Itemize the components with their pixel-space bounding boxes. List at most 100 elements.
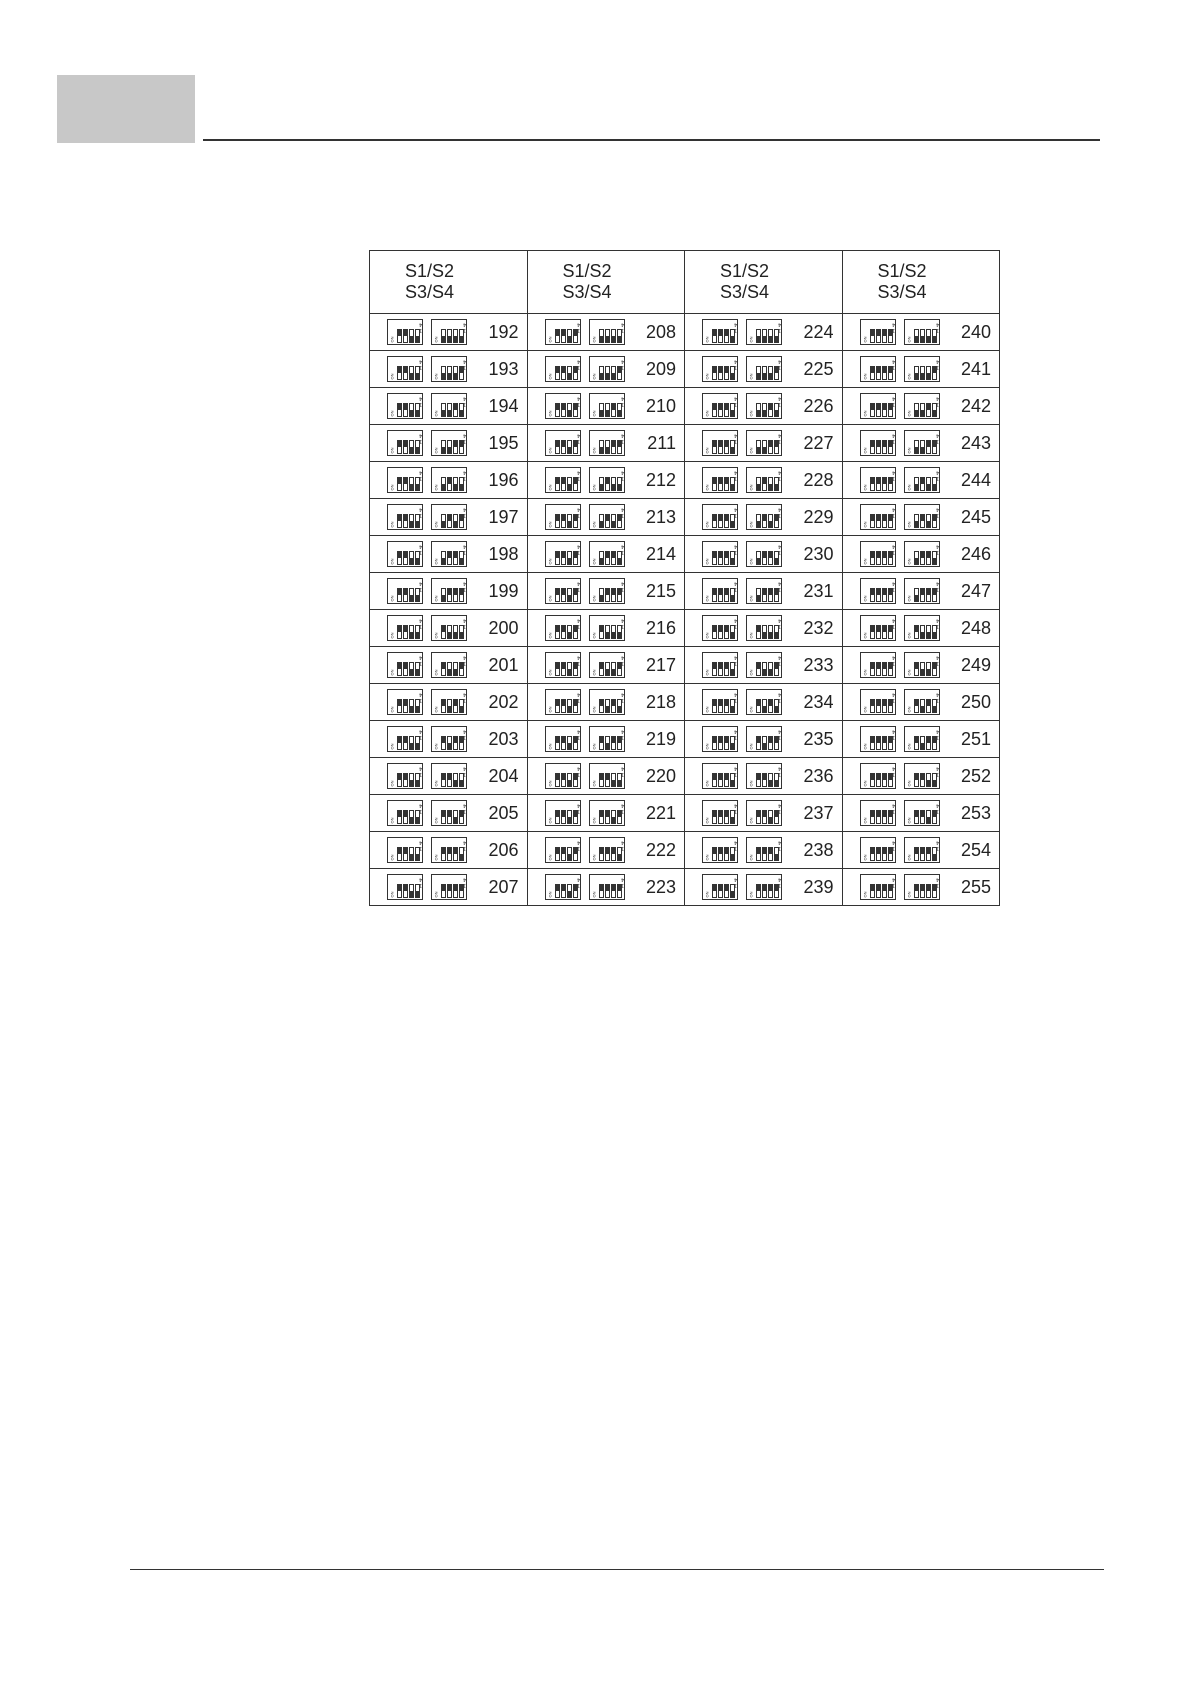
dip-switch: 1 2 3 4ON bbox=[903, 837, 940, 863]
switch-lever bbox=[566, 551, 572, 565]
switch-lever bbox=[554, 847, 560, 861]
switch-lever bbox=[762, 403, 767, 417]
switch-lever bbox=[447, 884, 452, 898]
switch-on-label: ON bbox=[591, 706, 596, 713]
switch-lever bbox=[919, 329, 925, 343]
switch-lever bbox=[598, 884, 604, 898]
switch-lever bbox=[887, 588, 893, 602]
switch-lever bbox=[441, 588, 446, 602]
switch-lever bbox=[774, 440, 779, 454]
dip-switch: 1 2 3 4ON bbox=[702, 837, 738, 863]
switch-lever bbox=[598, 588, 604, 602]
address-value: 198 bbox=[488, 543, 519, 564]
switch-lever bbox=[409, 773, 414, 787]
column-header: S1/S2 S3/S4 bbox=[526, 250, 685, 314]
switch-on-label: ON bbox=[547, 484, 552, 491]
dip-switch: 1 2 3 4ON bbox=[859, 800, 896, 826]
switch-lever bbox=[447, 329, 452, 343]
dip-switch: 1 2 3 4ON bbox=[544, 319, 581, 345]
switch-lever bbox=[447, 773, 452, 787]
switch-lever bbox=[875, 588, 881, 602]
switch-lever bbox=[459, 551, 464, 565]
switch-lever bbox=[610, 551, 616, 565]
switch-lever bbox=[913, 588, 919, 602]
switch-lever bbox=[447, 625, 452, 639]
address-cell: 1 2 3 4ON 1 2 3 4ON 230 bbox=[684, 535, 843, 573]
address-cell: 1 2 3 4ON 1 2 3 4ON 229 bbox=[684, 498, 843, 536]
switch-on-label: ON bbox=[389, 854, 395, 861]
switch-lever bbox=[774, 403, 779, 417]
switch-lever bbox=[459, 403, 464, 417]
switch-lever bbox=[441, 477, 446, 491]
dip-switch: 1 2 3 4ON bbox=[903, 800, 940, 826]
switch-lever bbox=[403, 329, 408, 343]
switch-lever bbox=[459, 366, 464, 380]
dip-switch: 1 2 3 4ON bbox=[746, 652, 782, 678]
header-line2: S3/S4 bbox=[405, 282, 455, 302]
switch-lever bbox=[774, 847, 779, 861]
switch-lever bbox=[887, 440, 893, 454]
switch-lever bbox=[616, 329, 622, 343]
address-cell: 1 2 3 4ON 1 2 3 4ON 200 bbox=[369, 609, 528, 647]
switch-lever bbox=[718, 551, 723, 565]
switch-on-label: ON bbox=[433, 484, 439, 491]
switch-lever bbox=[453, 588, 458, 602]
address-value: 205 bbox=[488, 802, 519, 823]
switch-lever bbox=[762, 847, 767, 861]
dip-switch: 1 2 3 4ON bbox=[702, 393, 738, 419]
switch-lever bbox=[762, 773, 767, 787]
switch-lever bbox=[415, 440, 420, 454]
switch-on-label: ON bbox=[389, 336, 395, 343]
dip-switch: 1 2 3 4ON bbox=[588, 356, 625, 382]
switch-lever bbox=[730, 662, 735, 676]
switch-lever bbox=[756, 366, 761, 380]
switch-lever bbox=[724, 810, 729, 824]
address-cell: 1 2 3 4ON 1 2 3 4ON 218 bbox=[526, 683, 685, 721]
switch-on-label: ON bbox=[547, 632, 552, 639]
dip-switch: 1 2 3 4ON bbox=[903, 578, 940, 604]
dip-switch: 1 2 3 4ON bbox=[544, 541, 581, 567]
switch-lever bbox=[869, 810, 875, 824]
switch-on-label: ON bbox=[748, 743, 754, 750]
address-cell: 1 2 3 4ON 1 2 3 4ON 216 bbox=[526, 609, 685, 647]
dip-switch: 1 2 3 4ON bbox=[387, 541, 423, 567]
switch-lever bbox=[409, 810, 414, 824]
dip-switch: 1 2 3 4ON bbox=[387, 578, 423, 604]
dip-switch: 1 2 3 4ON bbox=[859, 504, 896, 530]
switch-lever bbox=[887, 736, 893, 750]
switch-lever bbox=[913, 403, 919, 417]
switch-on-label: ON bbox=[748, 447, 754, 454]
switch-lever bbox=[875, 884, 881, 898]
address-value: 234 bbox=[803, 691, 834, 712]
switch-lever bbox=[610, 440, 616, 454]
switch-on-label: ON bbox=[547, 669, 552, 676]
dip-switch: 1 2 3 4ON bbox=[702, 763, 738, 789]
switch-lever bbox=[712, 625, 717, 639]
switch-lever bbox=[409, 699, 414, 713]
switch-lever bbox=[397, 329, 402, 343]
address-cell: 1 2 3 4ON 1 2 3 4ON 219 bbox=[526, 720, 685, 758]
dip-switch: 1 2 3 4ON bbox=[588, 837, 625, 863]
address-value: 203 bbox=[488, 728, 519, 749]
switch-lever bbox=[762, 588, 767, 602]
dip-switch: 1 2 3 4ON bbox=[859, 689, 896, 715]
switch-lever bbox=[718, 699, 723, 713]
switch-on-label: ON bbox=[748, 706, 754, 713]
switch-on-label: ON bbox=[748, 669, 754, 676]
switch-lever bbox=[718, 810, 723, 824]
switch-lever bbox=[610, 366, 616, 380]
dip-switch: 1 2 3 4ON bbox=[387, 393, 423, 419]
address-cell: 1 2 3 4ON 1 2 3 4ON 209 bbox=[526, 350, 685, 388]
dip-switch: 1 2 3 4ON bbox=[903, 652, 940, 678]
table-row: 1 2 3 4ON 1 2 3 4ON 195 1 2 3 4ON 1 2 3 4ON 2… bbox=[369, 424, 1000, 462]
switch-lever bbox=[409, 551, 414, 565]
switch-lever bbox=[409, 440, 414, 454]
switch-on-label: ON bbox=[862, 891, 867, 898]
table-row: 1 2 3 4ON 1 2 3 4ON 197 1 2 3 4ON 1 2 3 4ON 2… bbox=[369, 498, 1000, 536]
address-cell: 1 2 3 4ON 1 2 3 4ON 195 bbox=[369, 424, 528, 462]
address-cell: 1 2 3 4ON 1 2 3 4ON 241 bbox=[841, 350, 1000, 388]
switch-lever bbox=[931, 551, 937, 565]
dip-switch: 1 2 3 4ON bbox=[387, 800, 423, 826]
switch-on-label: ON bbox=[704, 558, 710, 565]
switch-on-label: ON bbox=[389, 632, 395, 639]
